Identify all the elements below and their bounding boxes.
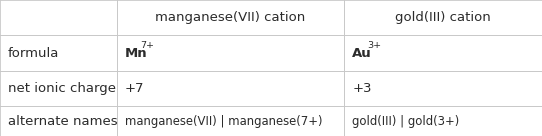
- Text: 7+: 7+: [140, 41, 154, 50]
- Text: gold(III) cation: gold(III) cation: [395, 11, 491, 24]
- Text: net ionic charge: net ionic charge: [8, 82, 116, 95]
- Text: +7: +7: [125, 82, 144, 95]
- Text: manganese(VII) | manganese(7+): manganese(VII) | manganese(7+): [125, 115, 322, 128]
- Text: +3: +3: [352, 82, 372, 95]
- Text: manganese(VII) cation: manganese(VII) cation: [155, 11, 306, 24]
- Text: 3+: 3+: [367, 41, 382, 50]
- Text: alternate names: alternate names: [8, 115, 118, 128]
- Text: gold(III) | gold(3+): gold(III) | gold(3+): [352, 115, 460, 128]
- Text: formula: formula: [8, 47, 60, 60]
- Text: Au: Au: [352, 47, 372, 60]
- Text: Mn: Mn: [125, 47, 147, 60]
